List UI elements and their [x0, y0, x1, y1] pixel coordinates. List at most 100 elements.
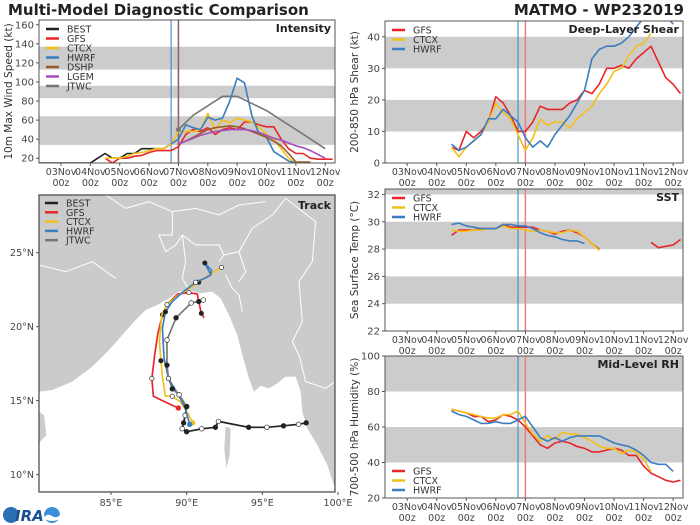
track-point-jtwc: [176, 392, 182, 398]
panel-title: Track: [298, 199, 332, 212]
track-point-jtwc: [164, 362, 170, 368]
track-point-ctcx: [158, 358, 164, 364]
legend-label-ctcx: CTCX: [66, 217, 92, 228]
track-start-hwrf: [187, 421, 193, 427]
x-tick-label: 03Nov: [392, 167, 423, 178]
track-point-ctcx: [218, 264, 224, 270]
x-tick-sublabel: 00z: [606, 513, 623, 524]
track-start-gfs: [175, 405, 181, 411]
x-tick-label: 03Nov: [46, 167, 77, 178]
x-tick-label: 04Nov: [421, 167, 452, 178]
x-tick-sublabel: 00z: [52, 178, 69, 189]
x-tick-sublabel: 00z: [317, 178, 334, 189]
track-point-jtwc: [164, 337, 170, 343]
y-axis-label: 10m Max Wind Speed (kt): [3, 23, 15, 159]
y-tick-label: 80: [367, 387, 380, 398]
x-tick-label: 12Nov: [658, 167, 689, 178]
series-line-hwrf: [450, 21, 674, 152]
x-tick-sublabel: 00z: [665, 178, 682, 189]
panel-title: Intensity: [276, 22, 331, 35]
plot-frame: [384, 20, 684, 164]
shaded-band: [385, 356, 683, 392]
svg-text:IRA: IRA: [15, 507, 44, 525]
storm-title: MATMO - WP232019: [513, 1, 684, 19]
legend-label-gfs: GFS: [413, 194, 432, 205]
legend-label-hwrf: HWRF: [413, 486, 442, 497]
x-tick-label: 09Nov: [569, 167, 600, 178]
track-point-gfs: [149, 375, 155, 381]
track-point-ctcx: [164, 301, 170, 307]
legend-label-gfs: GFS: [67, 34, 86, 45]
x-tick-sublabel: 00z: [487, 346, 504, 357]
legend-label-best: BEST: [67, 25, 92, 36]
x-tick-sublabel: 00z: [170, 178, 187, 189]
legend-label-ctcx: CTCX: [67, 44, 93, 55]
x-tick-label: 08Nov: [540, 167, 571, 178]
track-point-hwrf: [202, 260, 208, 266]
x-tick-label: 07Nov: [510, 502, 541, 513]
x-tick-label: 05Nov: [451, 502, 482, 513]
x-tick-sublabel: 00z: [428, 346, 445, 357]
panel-shear: 01020304003Nov00z04Nov00z05Nov00z06Nov00…: [349, 20, 689, 189]
x-tick-sublabel: 00z: [141, 178, 158, 189]
x-tick-sublabel: 00z: [546, 346, 563, 357]
lon-tick-label: 100°E: [324, 498, 353, 509]
y-tick-label: 120: [15, 58, 34, 69]
legend-label-ctcx: CTCX: [413, 476, 439, 487]
shaded-band: [39, 85, 335, 99]
track-point-best: [215, 418, 222, 425]
x-tick-sublabel: 00z: [258, 178, 275, 189]
x-tick-label: 10Nov: [599, 502, 630, 513]
x-tick-label: 05Nov: [104, 167, 135, 178]
x-tick-sublabel: 00z: [517, 346, 534, 357]
y-tick-label: 140: [15, 39, 34, 50]
cira-logo: IRA: [3, 507, 60, 525]
x-tick-label: 07Nov: [510, 167, 541, 178]
x-tick-sublabel: 00z: [665, 346, 682, 357]
plot-frame: [38, 19, 336, 164]
y-tick-label: 32: [367, 190, 380, 201]
track-point-jtwc: [188, 300, 194, 306]
panel-rh: 2040608010003Nov00z04Nov00z05Nov00z06Nov…: [349, 352, 689, 525]
x-tick-label: 08Nov: [540, 335, 571, 346]
y-tick-label: 40: [367, 32, 380, 43]
x-tick-sublabel: 00z: [458, 178, 475, 189]
map-land: [39, 195, 335, 489]
x-tick-label: 03Nov: [392, 502, 423, 513]
track-point-best: [180, 420, 187, 426]
y-tick-label: 160: [15, 20, 34, 31]
map-frame: [38, 194, 336, 493]
y-tick-label: 100: [361, 352, 380, 363]
track-point-best: [199, 426, 205, 432]
track-point-hwrf: [193, 279, 199, 285]
track-point-best: [264, 424, 270, 430]
x-tick-sublabel: 00z: [576, 513, 593, 524]
legend-label-hwrf: HWRF: [67, 53, 96, 64]
x-tick-label: 08Nov: [192, 167, 223, 178]
y-tick-label: 30: [367, 64, 380, 75]
panel-sst: 22242628303203Nov00z04Nov00z05Nov00z06No…: [349, 188, 689, 357]
track-point-best: [303, 420, 309, 426]
track-point-best: [179, 426, 185, 432]
map-andaman-islands: [224, 426, 231, 469]
y-axis-label: Sea Surface Temp (°C): [349, 201, 361, 319]
shaded-band: [385, 99, 683, 132]
y-tick-label: 20: [367, 494, 380, 505]
legend-label-hwrf: HWRF: [66, 226, 95, 237]
y-tick-label: 40: [21, 135, 34, 146]
legend-label-ctcx: CTCX: [413, 203, 439, 214]
panel-intensity: 2040608010012014016003Nov00z04Nov00z05No…: [3, 19, 341, 189]
shaded-band: [39, 46, 335, 70]
x-tick-sublabel: 00z: [546, 513, 563, 524]
track-point-gfs: [186, 290, 192, 296]
y-tick-label: 26: [367, 272, 380, 283]
y-tick-label: 100: [15, 77, 34, 88]
plot-content: [385, 189, 683, 331]
plot-content: [385, 356, 683, 498]
x-tick-sublabel: 00z: [576, 346, 593, 357]
x-tick-label: 08Nov: [540, 502, 571, 513]
y-tick-label: 24: [367, 299, 380, 310]
x-tick-sublabel: 00z: [635, 513, 652, 524]
